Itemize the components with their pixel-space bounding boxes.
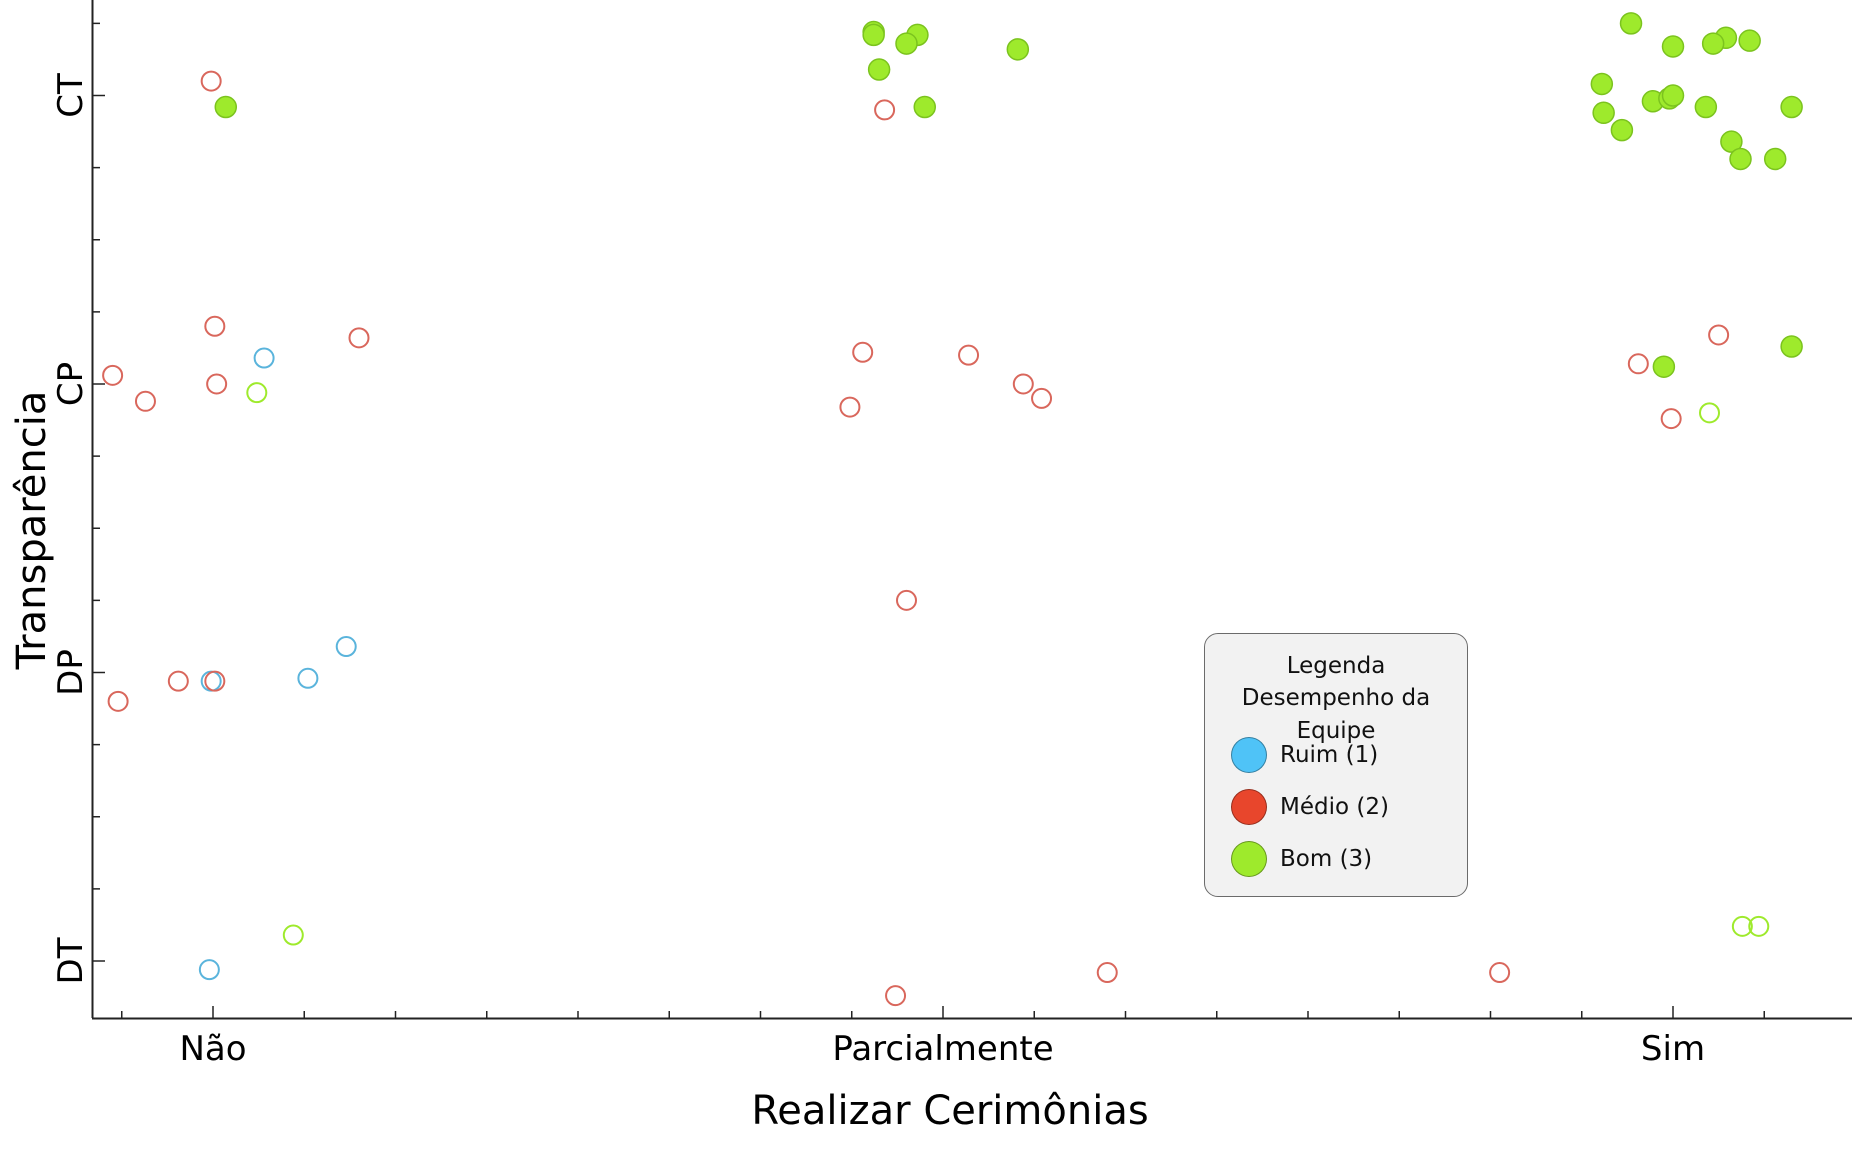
data-point [1748, 915, 1770, 937]
data-point [1708, 324, 1730, 346]
y-tick-label: DT [51, 937, 91, 984]
data-point [1012, 373, 1034, 395]
y-tick-label: CP [51, 362, 91, 406]
data-point [896, 589, 917, 611]
data-point [1701, 32, 1725, 55]
data-point [200, 70, 222, 92]
data-point [348, 327, 370, 349]
data-point [1729, 147, 1752, 171]
data-point [1694, 95, 1718, 119]
data-point [839, 396, 861, 418]
data-point [1720, 130, 1743, 153]
data-point [253, 347, 275, 369]
data-point [1096, 962, 1118, 984]
data-point [1619, 12, 1643, 35]
data-point [885, 985, 907, 1007]
data-point [1661, 84, 1685, 107]
data-point [867, 58, 891, 81]
data-point [102, 364, 124, 386]
data-point [1610, 118, 1634, 142]
data-point [1627, 353, 1649, 375]
data-point [167, 670, 189, 692]
data-point [1660, 408, 1682, 430]
data-point [1031, 387, 1053, 409]
data-point [1592, 101, 1615, 125]
data-point [1699, 402, 1720, 424]
legend-entry-bom: Bom (3) [1231, 840, 1372, 878]
data-point [206, 373, 228, 395]
axes [91, 0, 1852, 1020]
legend-label-ruim: Ruim (1) [1280, 742, 1379, 768]
series-ruim [198, 347, 357, 981]
series-médio [102, 70, 1730, 1007]
data-point [1763, 147, 1787, 171]
data-point [874, 99, 896, 121]
data-point [198, 959, 220, 981]
data-point [852, 341, 874, 363]
x-tick-label: Não [179, 1029, 246, 1069]
legend-swatch-ruim [1231, 737, 1267, 773]
legend-label-bom: Bom (3) [1280, 846, 1373, 872]
data-point [958, 344, 980, 366]
data-point [335, 636, 357, 658]
x-tick-label: Parcialmente [832, 1029, 1053, 1069]
series-bom [214, 12, 1803, 946]
legend-swatch-medio [1231, 789, 1267, 825]
legend-entry-medio: Médio (2) [1231, 788, 1389, 826]
data-point [1489, 962, 1511, 984]
data-point [1006, 38, 1030, 61]
tick-labels: Não Parcialmente Sim DT DP CP CT [51, 73, 1705, 1069]
data-point [1780, 95, 1803, 119]
legend-swatch-bom [1231, 841, 1267, 877]
data-point [1590, 72, 1614, 96]
y-axis-title: Transparência [9, 391, 55, 671]
y-tick-label: CT [51, 73, 91, 118]
data-point [913, 95, 936, 119]
x-tick-label: Sim [1641, 1029, 1705, 1069]
legend-subtitle: Desempenho da Equipe [1241, 685, 1431, 744]
data-point [297, 667, 319, 689]
data-point [1661, 35, 1685, 58]
legend: Legenda Desempenho da Equipe Ruim (1) Mé… [1204, 633, 1468, 897]
ticks [93, 22, 1765, 1018]
data-point [1731, 915, 1753, 937]
legend-label-medio: Médio (2) [1280, 794, 1389, 820]
data-point [862, 23, 885, 47]
data-point [895, 32, 918, 55]
x-axis-title: Realizar Cerimônias [751, 1088, 1148, 1134]
data-point [1652, 355, 1676, 378]
data-point [107, 690, 129, 712]
data-point [204, 315, 226, 337]
data-point [214, 95, 238, 119]
legend-entry-ruim: Ruim (1) [1231, 736, 1378, 774]
data-point [204, 670, 226, 692]
y-tick-label: DP [51, 649, 91, 696]
data-point [282, 924, 304, 946]
data-point [1780, 335, 1803, 358]
data-point [134, 390, 156, 412]
data-points [102, 12, 1803, 1007]
data-point [246, 382, 268, 404]
data-point [1738, 29, 1761, 52]
legend-title: Legenda [1286, 653, 1386, 679]
